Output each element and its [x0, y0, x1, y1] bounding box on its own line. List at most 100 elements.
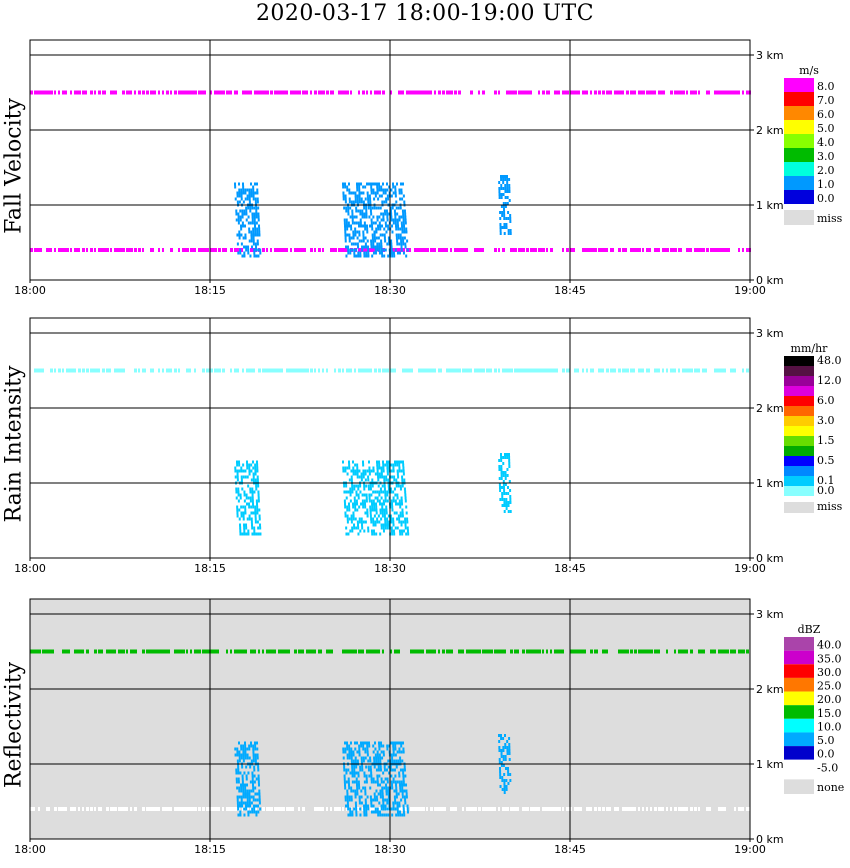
- cell-pixel: [354, 469, 357, 473]
- cell-pixel: [404, 221, 407, 225]
- band-cell: [582, 368, 584, 373]
- band-cell: [142, 807, 145, 811]
- band-cell: [82, 90, 87, 95]
- cell-pixel: [375, 511, 378, 515]
- band-cell: [318, 368, 320, 373]
- colorbar-swatch: [784, 396, 814, 406]
- cell-pixel: [371, 484, 374, 488]
- band-cell: [94, 368, 98, 373]
- band-cell: [430, 90, 432, 95]
- cell-pixel: [243, 254, 246, 258]
- cell-pixel: [502, 749, 505, 752]
- cell-pixel: [252, 242, 255, 246]
- band-cell: [566, 90, 569, 95]
- cell-pixel: [351, 221, 354, 225]
- cell-pixel: [250, 795, 253, 799]
- cell-pixel: [251, 245, 254, 249]
- band-cell: [638, 649, 643, 654]
- band-cell: [382, 649, 384, 654]
- cell-pixel: [237, 487, 240, 491]
- cell-pixel: [402, 807, 405, 811]
- cell-pixel: [347, 206, 350, 210]
- cell-pixel: [239, 532, 242, 536]
- cell-pixel: [362, 786, 365, 790]
- cell-pixel: [370, 185, 373, 189]
- cell-pixel: [398, 529, 401, 533]
- cell-pixel: [387, 765, 390, 769]
- cell-pixel: [396, 810, 399, 814]
- cell-pixel: [361, 499, 364, 503]
- cell-pixel: [385, 789, 388, 793]
- cell-pixel: [242, 185, 245, 189]
- cell-pixel: [378, 185, 381, 189]
- cell-pixel: [403, 209, 406, 213]
- band-cell: [574, 807, 578, 811]
- cell-pixel: [390, 499, 393, 503]
- cell-pixel: [504, 196, 507, 199]
- cell-pixel: [239, 529, 242, 533]
- cell-pixel: [246, 756, 249, 760]
- cell-pixel: [367, 478, 370, 482]
- cell-pixel: [398, 804, 401, 808]
- cell-pixel: [366, 795, 369, 799]
- cell-pixel: [359, 768, 362, 772]
- band-cell: [414, 649, 418, 654]
- cell-pixel: [251, 487, 254, 491]
- band-cell: [98, 649, 103, 654]
- cell-pixel: [388, 744, 391, 748]
- cell-pixel: [241, 780, 244, 784]
- cell-pixel: [503, 785, 506, 788]
- cell-pixel: [382, 218, 385, 222]
- band-cell: [566, 807, 570, 811]
- cell-pixel: [256, 798, 259, 802]
- cell-pixel: [500, 205, 503, 208]
- band-cell: [698, 807, 700, 811]
- cell-pixel: [242, 801, 245, 805]
- cell-pixel: [244, 747, 247, 751]
- cell-pixel: [383, 233, 386, 237]
- band-cell: [250, 90, 252, 95]
- band-cell: [218, 90, 223, 95]
- cell-pixel: [258, 514, 261, 518]
- cell-pixel: [505, 785, 508, 788]
- cell-pixel: [504, 746, 507, 749]
- band-cell: [102, 248, 106, 252]
- cell-pixel: [366, 508, 369, 512]
- cell-pixel: [348, 478, 351, 482]
- cell-pixel: [370, 517, 373, 521]
- cell-pixel: [245, 218, 248, 222]
- cell-pixel: [245, 496, 248, 500]
- cell-pixel: [503, 773, 506, 776]
- cell-pixel: [399, 487, 402, 491]
- cell-pixel: [370, 191, 373, 195]
- cell-pixel: [387, 789, 390, 793]
- cell-pixel: [234, 197, 237, 201]
- cell-pixel: [380, 185, 383, 189]
- cell-pixel: [348, 508, 351, 512]
- cell-pixel: [370, 777, 373, 781]
- cell-pixel: [356, 469, 359, 473]
- band-cell: [454, 807, 457, 811]
- cell-pixel: [351, 212, 354, 216]
- cell-pixel: [499, 773, 502, 776]
- cell-pixel: [236, 478, 239, 482]
- cell-pixel: [242, 747, 245, 751]
- band-cell: [610, 368, 615, 373]
- cell-pixel: [352, 511, 355, 515]
- cell-pixel: [363, 810, 366, 814]
- cell-pixel: [250, 478, 253, 482]
- cell-pixel: [374, 747, 377, 751]
- band-cell: [694, 368, 699, 373]
- cell-pixel: [242, 505, 245, 509]
- band-cell: [126, 807, 128, 811]
- band-cell: [142, 248, 144, 252]
- band-cell: [302, 248, 306, 252]
- cell-pixel: [401, 792, 404, 796]
- cell-pixel: [250, 517, 253, 521]
- cell-pixel: [249, 780, 252, 784]
- cell-pixel: [243, 212, 246, 216]
- band-cell: [722, 90, 726, 95]
- cell-pixel: [382, 191, 385, 195]
- colorbar-unit: m/s: [799, 64, 819, 77]
- cell-pixel: [248, 502, 251, 506]
